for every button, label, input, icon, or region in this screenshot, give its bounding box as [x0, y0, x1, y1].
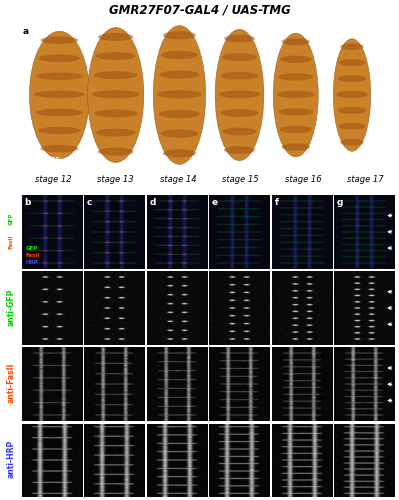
Text: stage 15: stage 15 [222, 174, 259, 184]
Text: l: l [396, 230, 397, 234]
Ellipse shape [222, 53, 257, 61]
Ellipse shape [340, 44, 364, 50]
Text: l: l [396, 382, 397, 387]
Text: m: m [396, 246, 399, 250]
Ellipse shape [30, 31, 89, 159]
Ellipse shape [88, 28, 144, 162]
Text: g: g [337, 198, 343, 206]
Ellipse shape [38, 54, 81, 62]
Ellipse shape [34, 90, 85, 98]
Ellipse shape [161, 130, 198, 138]
Ellipse shape [339, 59, 365, 66]
Ellipse shape [98, 148, 134, 156]
Ellipse shape [161, 51, 198, 59]
Ellipse shape [219, 90, 260, 98]
Ellipse shape [38, 126, 81, 134]
Ellipse shape [159, 110, 200, 118]
Ellipse shape [224, 34, 255, 42]
Ellipse shape [92, 90, 140, 98]
Text: anti-HRP: anti-HRP [6, 440, 16, 478]
Ellipse shape [280, 126, 312, 133]
Ellipse shape [278, 108, 313, 116]
Text: f: f [275, 198, 279, 206]
Ellipse shape [224, 146, 255, 154]
Ellipse shape [94, 71, 138, 80]
Text: GFP: GFP [26, 246, 38, 250]
Text: m: m [396, 322, 399, 327]
Ellipse shape [98, 33, 134, 41]
Text: anti-GFP: anti-GFP [6, 288, 16, 326]
Text: stage 12: stage 12 [35, 174, 71, 184]
Ellipse shape [339, 123, 365, 130]
Ellipse shape [36, 72, 83, 80]
Text: HRP: HRP [26, 260, 38, 266]
Text: c: c [87, 198, 92, 206]
Ellipse shape [222, 128, 257, 136]
Ellipse shape [153, 26, 206, 164]
Text: GMR27F07-GAL4 / UAS-TMG: GMR27F07-GAL4 / UAS-TMG [109, 4, 290, 16]
Ellipse shape [215, 30, 264, 160]
Text: stage 14: stage 14 [160, 174, 197, 184]
Ellipse shape [40, 144, 79, 152]
Ellipse shape [96, 52, 136, 60]
Ellipse shape [220, 109, 259, 117]
Text: l: l [396, 213, 397, 218]
Text: b: b [24, 198, 31, 206]
Text: FasII: FasII [8, 235, 14, 250]
Ellipse shape [273, 33, 318, 157]
Ellipse shape [157, 90, 202, 98]
Ellipse shape [163, 149, 196, 158]
Ellipse shape [280, 56, 312, 63]
Text: stage 17: stage 17 [348, 174, 384, 184]
Ellipse shape [333, 39, 371, 151]
Text: GFP: GFP [8, 213, 14, 226]
Ellipse shape [159, 70, 200, 79]
Ellipse shape [340, 139, 364, 145]
Text: a: a [23, 28, 29, 36]
Ellipse shape [94, 110, 138, 118]
Text: anti-FasII: anti-FasII [6, 363, 16, 404]
Text: stage 16: stage 16 [285, 174, 322, 184]
Text: anti-GFP: anti-GFP [28, 158, 60, 166]
Ellipse shape [96, 128, 136, 136]
Ellipse shape [40, 36, 79, 44]
Ellipse shape [36, 108, 83, 116]
Text: l: l [396, 306, 397, 310]
Text: stage 13: stage 13 [97, 174, 134, 184]
Text: e: e [212, 198, 218, 206]
Ellipse shape [278, 73, 313, 80]
Ellipse shape [163, 31, 196, 40]
Ellipse shape [338, 75, 367, 82]
Text: l: l [396, 366, 397, 370]
Text: m: m [396, 398, 399, 403]
Ellipse shape [221, 72, 259, 80]
Ellipse shape [281, 144, 310, 150]
Ellipse shape [282, 38, 310, 46]
Ellipse shape [338, 107, 367, 114]
Text: l: l [396, 289, 397, 294]
Text: FasII: FasII [26, 253, 40, 258]
Text: d: d [149, 198, 156, 206]
Ellipse shape [277, 90, 315, 98]
Ellipse shape [336, 91, 368, 98]
